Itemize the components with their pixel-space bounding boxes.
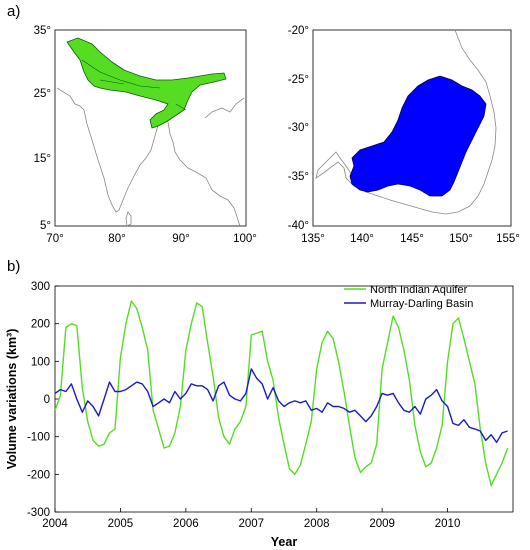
y-tick-label: 100	[31, 356, 50, 368]
y-tick-label: 0	[44, 394, 50, 406]
india-xtick: 80°	[108, 233, 125, 245]
legend: North Indian Aquifer Murray-Darling Basi…	[344, 284, 473, 310]
australia-ytick: -25°	[288, 74, 309, 86]
india-ytick: 35°	[34, 25, 51, 37]
timeseries-chart: 2004 2005 2006 2007 2008 2009 2010 300 200 100 0 -1…	[5, 281, 514, 549]
india-xtick: 90°	[172, 233, 189, 245]
x-tick-label: 2009	[369, 518, 395, 530]
aquifer-rivers	[81, 59, 187, 111]
north-indian-aquifer-region	[66, 37, 227, 129]
map-india: 70° 80° 90° 100° 35° 25° 15° 5°	[34, 25, 257, 245]
y-axis-title: Volume variations (km³)	[5, 329, 19, 470]
australia-xtick: 145°	[400, 233, 424, 245]
x-tick-label: 2005	[108, 518, 134, 530]
y-tick-label: -100	[27, 432, 50, 444]
srilanka-coastline	[125, 211, 132, 227]
x-tick-label: 2007	[238, 518, 264, 530]
australia-ytick: -35°	[288, 171, 309, 183]
map-australia: 135° 140° 145° 150° 155° -20° -25° -30° …	[288, 25, 520, 245]
map-india-xticks: 70° 80° 90° 100°	[46, 233, 257, 245]
murray-darling-basin-region	[349, 75, 487, 197]
india-ytick: 25°	[34, 88, 51, 100]
map-india-yticks: 35° 25° 15° 5°	[34, 25, 51, 232]
india-ytick: 5°	[40, 220, 51, 232]
x-tick-label: 2004	[42, 518, 68, 530]
chart-ticks: 2004 2005 2006 2007 2008 2009 2010 300 200 100 0 -1…	[27, 281, 460, 530]
x-tick-label: 2006	[173, 518, 199, 530]
y-tick-label: 300	[31, 281, 50, 293]
series-line-north-indian-aquifer	[54, 300, 509, 487]
india-xtick: 70°	[46, 233, 63, 245]
australia-ytick: -30°	[288, 122, 309, 134]
chart-series	[54, 300, 509, 487]
series-line-murray-darling-basin	[54, 368, 508, 443]
y-tick-label: 200	[31, 319, 50, 331]
india-coastline	[56, 87, 241, 227]
australia-coastline	[315, 29, 497, 215]
panel-a-label: a)	[7, 3, 21, 20]
x-tick-label: 2008	[304, 518, 330, 530]
australia-xtick: 150°	[449, 233, 473, 245]
australia-ytick: -20°	[288, 25, 309, 37]
map-australia-xticks: 135° 140° 145° 150° 155°	[301, 233, 520, 245]
y-tick-label: -300	[27, 507, 50, 519]
map-australia-yticks: -20° -25° -30° -35° -40°	[288, 25, 309, 232]
x-axis-title: Year	[271, 535, 298, 549]
chart-frame	[54, 285, 514, 513]
y-tick-label: -200	[27, 469, 50, 481]
australia-xtick: 155°	[496, 233, 520, 245]
australia-ytick: -40°	[288, 220, 309, 232]
panel-b-label: b)	[7, 258, 21, 275]
legend-label-north-indian-aquifer: North Indian Aquifer	[370, 284, 468, 296]
india-xtick: 100°	[233, 233, 257, 245]
india-east-coast	[204, 97, 245, 119]
australia-xtick: 140°	[350, 233, 374, 245]
legend-label-murray-darling-basin: Murray-Darling Basin	[370, 298, 473, 310]
india-ytick: 15°	[34, 153, 51, 165]
australia-xtick: 135°	[301, 233, 325, 245]
x-tick-label: 2010	[435, 518, 461, 530]
